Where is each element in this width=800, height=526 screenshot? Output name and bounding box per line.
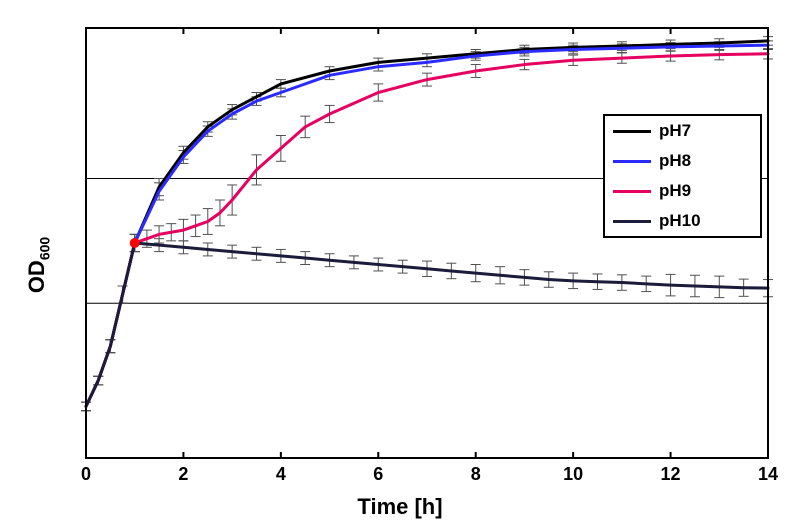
- x-tick-label: 8: [471, 464, 481, 484]
- x-tick-label: 0: [81, 464, 91, 484]
- axes-frame: [86, 28, 768, 458]
- x-axis-label: Time [h]: [0, 494, 800, 520]
- plot-svg: 0 2 4 6 8 10 12 14: [0, 0, 800, 526]
- x-tick-label: 6: [373, 464, 383, 484]
- x-tick-label: 2: [178, 464, 188, 484]
- legend-item: pH9: [605, 176, 760, 206]
- legend-item: pH10: [605, 206, 760, 236]
- growth-curve-chart: 0 2 4 6 8 10 12 14 OD600 Time [h] pH7 pH8 pH9 pH10: [0, 0, 800, 526]
- x-tick-label: 14: [758, 464, 778, 484]
- legend-label: pH7: [659, 121, 691, 141]
- legend-label: pH8: [659, 151, 691, 171]
- legend-label: pH10: [659, 211, 701, 231]
- x-tick-label: 12: [661, 464, 681, 484]
- x-tick-label: 10: [563, 464, 583, 484]
- legend-swatch: [613, 130, 651, 133]
- y-axis-label: OD600: [24, 237, 52, 293]
- x-tick-label: 4: [276, 464, 286, 484]
- legend-swatch: [613, 220, 651, 223]
- legend: pH7 pH8 pH9 pH10: [603, 114, 762, 238]
- legend-swatch: [613, 190, 651, 193]
- series-pH10: [86, 243, 768, 406]
- legend-item: pH8: [605, 146, 760, 176]
- legend-label: pH9: [659, 181, 691, 201]
- legend-swatch: [613, 160, 651, 163]
- legend-item: pH7: [605, 116, 760, 146]
- highlight-marker: [130, 238, 140, 248]
